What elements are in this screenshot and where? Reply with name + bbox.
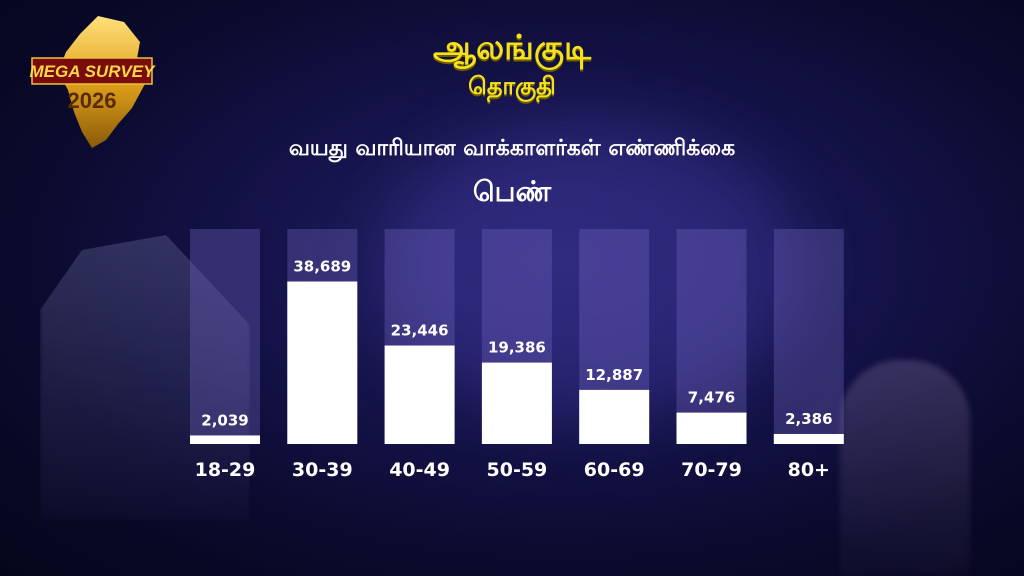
data-label: 2,039 — [201, 411, 248, 429]
data-label: 7,476 — [688, 389, 735, 407]
logo-line1: MEGA SURVEY — [29, 62, 156, 81]
category-label: 30-39 — [292, 459, 353, 481]
category-label: 70-79 — [681, 459, 742, 481]
constituency-title: ஆலங்குடி — [432, 28, 592, 68]
bar — [190, 435, 260, 444]
constituency-label: தொகுதி — [468, 72, 556, 100]
gender-label: பெண் — [472, 175, 552, 208]
data-label: 38,689 — [293, 258, 351, 276]
background-hand — [840, 360, 970, 576]
bar — [287, 281, 358, 444]
bar-track — [190, 229, 260, 444]
bar-track — [676, 229, 747, 444]
category-label: 18-29 — [195, 459, 256, 481]
bar — [384, 345, 455, 444]
data-label: 2,386 — [785, 410, 832, 428]
bar — [481, 362, 552, 444]
chart-heading: வயது வாரியான வாக்காளர்கள் எண்ணிக்கை — [288, 136, 736, 161]
category-label: 40-49 — [389, 459, 450, 481]
bar-track — [773, 229, 844, 444]
bar — [676, 412, 747, 444]
data-label: 23,446 — [391, 322, 449, 340]
bar — [579, 389, 650, 444]
logo-line2: 2026 — [68, 88, 117, 113]
category-label: 80+ — [788, 459, 830, 481]
category-label: 60-69 — [584, 459, 645, 481]
category-label: 50-59 — [487, 459, 548, 481]
bar — [773, 433, 844, 444]
data-label: 19,386 — [488, 339, 546, 357]
mega-survey-logo: MEGA SURVEY 2026 — [29, 16, 156, 148]
data-label: 12,887 — [585, 366, 643, 384]
